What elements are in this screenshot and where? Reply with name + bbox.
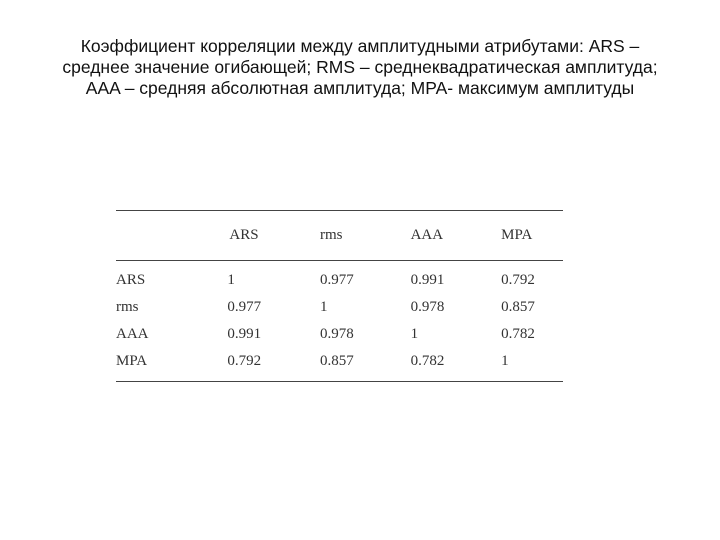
table-row: rms 0.977 1 0.978 0.857: [116, 294, 563, 321]
header-corner: [116, 211, 227, 261]
header-aaa: AAA: [410, 227, 444, 243]
header-rms: rms: [320, 227, 343, 243]
table-cell: 0.857: [320, 353, 354, 369]
table-cell: 0.857: [501, 299, 535, 315]
table-cell: 0.977: [227, 299, 262, 315]
row-label: rms: [116, 299, 139, 315]
table-row: ARS 1 0.977 0.991 0.792: [116, 261, 563, 295]
row-label: ARS: [116, 272, 146, 288]
row-label: AAA: [116, 326, 149, 342]
title-line-1: Коэффициент корреляции между амплитудным…: [80, 36, 640, 56]
header-mpa: MPA: [501, 227, 533, 243]
table-cell: 0.991: [410, 272, 445, 288]
table-cell: 0.991: [227, 326, 262, 342]
table-cell: 0.792: [501, 272, 535, 288]
table-cell: 1: [320, 299, 328, 315]
table-cell: 0.977: [320, 272, 354, 288]
correlation-table: ARS rms AAA MPA ARS 1 0.977 0.991 0.792 …: [116, 210, 563, 382]
slide-title: Коэффициент корреляции между амплитудным…: [20, 36, 700, 99]
title-line-3: AAA – средняя абсолютная амплитуда; MPA-…: [85, 78, 635, 98]
title-line-2: среднее значение огибающей; RMS – средне…: [62, 57, 658, 77]
table-cell: 0.792: [227, 353, 262, 369]
table-row: AAA 0.991 0.978 1 0.782: [116, 321, 563, 348]
table-header-row: ARS rms AAA MPA: [116, 210, 563, 261]
table-cell: 1: [227, 272, 235, 288]
table-row: MPA 0.792 0.857 0.782 1: [116, 348, 563, 382]
table-cell: 1: [410, 326, 419, 342]
table-cell: 1: [501, 353, 509, 369]
table-cell: 0.782: [501, 326, 535, 342]
row-label: MPA: [116, 353, 148, 369]
table-cell: 0.782: [410, 353, 445, 369]
table-cell: 0.978: [410, 299, 445, 315]
header-ars: ARS: [229, 227, 259, 243]
table-cell: 0.978: [320, 326, 354, 342]
